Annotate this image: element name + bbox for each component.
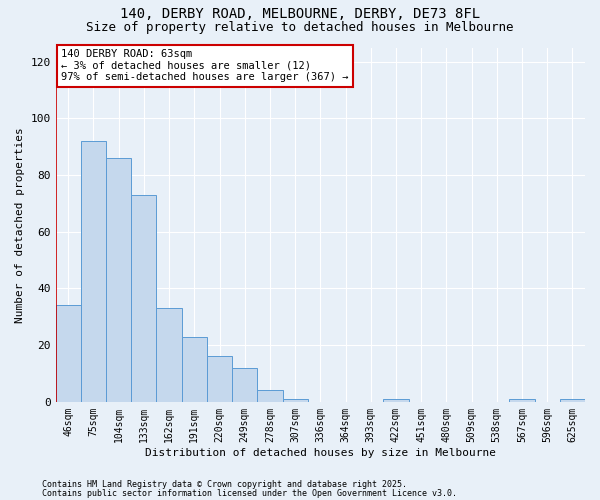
Bar [131,195,157,402]
Text: Contains public sector information licensed under the Open Government Licence v3: Contains public sector information licen… [42,489,457,498]
Bar [560,399,585,402]
Bar [257,390,283,402]
Bar [283,399,308,402]
Bar [157,308,182,402]
Bar [232,368,257,402]
Bar [56,306,81,402]
Text: 140 DERBY ROAD: 63sqm
← 3% of detached houses are smaller (12)
97% of semi-detac: 140 DERBY ROAD: 63sqm ← 3% of detached h… [61,50,349,82]
Text: Size of property relative to detached houses in Melbourne: Size of property relative to detached ho… [86,21,514,34]
X-axis label: Distribution of detached houses by size in Melbourne: Distribution of detached houses by size … [145,448,496,458]
Bar [509,399,535,402]
Y-axis label: Number of detached properties: Number of detached properties [15,127,25,322]
Bar [182,336,207,402]
Text: 140, DERBY ROAD, MELBOURNE, DERBY, DE73 8FL: 140, DERBY ROAD, MELBOURNE, DERBY, DE73 … [120,8,480,22]
Bar [81,141,106,402]
Bar [207,356,232,402]
Text: Contains HM Land Registry data © Crown copyright and database right 2025.: Contains HM Land Registry data © Crown c… [42,480,407,489]
Bar [383,399,409,402]
Bar [106,158,131,402]
